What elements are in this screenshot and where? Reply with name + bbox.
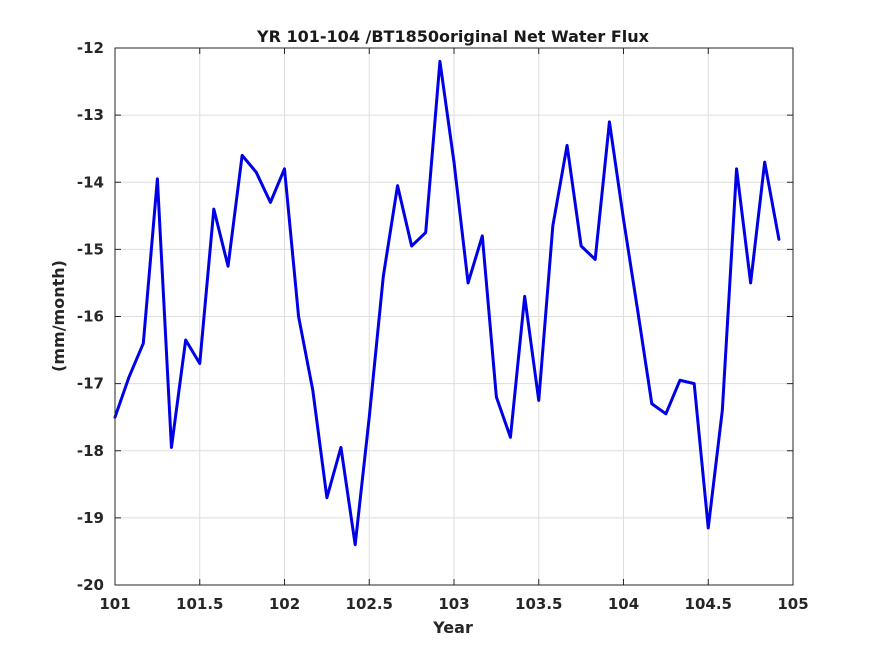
x-tick-labels: 101 101.5 102 102.5 103 103.5 104 104.5 105 (99, 595, 808, 613)
y-tick-labels: -12 -13 -14 -15 -16 -17 -18 -19 -20 (77, 39, 104, 594)
x-tick-label: 105 (777, 595, 808, 613)
y-tick-label: -20 (77, 576, 104, 594)
y-tick-label: -19 (77, 509, 104, 527)
x-tick-label: 102 (269, 595, 300, 613)
chart-title: YR 101-104 /BT1850original Net Water Flu… (256, 27, 650, 46)
y-tick-label: -14 (77, 173, 104, 191)
x-tick-label: 104 (608, 595, 639, 613)
x-axis-label: Year (432, 618, 473, 637)
y-tick-label: -15 (77, 240, 104, 258)
x-tick-label: 103.5 (515, 595, 562, 613)
x-tick-label: 102.5 (346, 595, 393, 613)
y-axis-label: (mm/month) (49, 260, 68, 372)
x-tick-label: 104.5 (685, 595, 732, 613)
x-tick-label: 101.5 (176, 595, 223, 613)
ticks (114, 47, 794, 586)
y-tick-label: -13 (77, 106, 104, 124)
x-tick-label: 103 (438, 595, 469, 613)
x-tick-label: 101 (99, 595, 130, 613)
y-tick-label: -12 (77, 39, 104, 57)
y-tick-label: -17 (77, 375, 104, 393)
series-group (113, 59, 781, 547)
y-tick-label: -18 (77, 442, 104, 460)
series-line (113, 59, 781, 547)
grid (114, 47, 794, 586)
y-tick-label: -16 (77, 308, 104, 326)
